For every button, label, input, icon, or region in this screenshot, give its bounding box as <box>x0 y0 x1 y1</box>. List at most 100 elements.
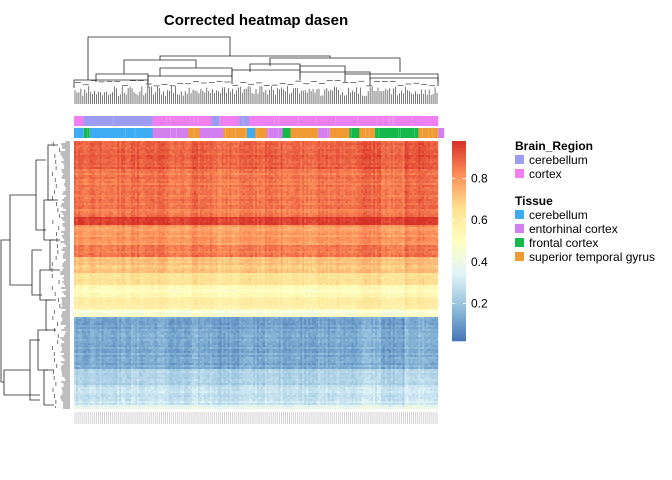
heatmap-cell <box>294 181 301 184</box>
heatmap-cell <box>408 193 411 196</box>
heatmap-cell <box>361 155 364 158</box>
heatmap-cell <box>201 157 205 160</box>
heatmap-cell <box>253 159 256 162</box>
heatmap-cell <box>380 163 388 166</box>
heatmap-cell <box>375 199 380 202</box>
heatmap-cell <box>227 187 230 190</box>
heatmap-cell <box>266 159 270 162</box>
heatmap-cell <box>79 189 83 192</box>
heatmap-cell <box>121 181 124 184</box>
heatmap-cell <box>229 157 232 160</box>
heatmap-cell <box>408 199 413 202</box>
heatmap-cell <box>101 187 104 190</box>
heatmap-cell <box>199 163 203 166</box>
heatmap-cell <box>152 171 155 174</box>
heatmap-cell <box>325 151 329 154</box>
heatmap-cell <box>83 147 87 150</box>
heatmap-cell <box>363 181 368 184</box>
heatmap-cell <box>142 169 151 172</box>
heatmap-cell <box>115 187 118 190</box>
heatmap-cell <box>353 165 358 168</box>
heatmap-cell <box>253 199 256 202</box>
heatmap-cell <box>99 207 102 210</box>
heatmap-cell <box>195 149 199 152</box>
heatmap-cell <box>253 151 256 154</box>
heatmap-cell <box>241 159 244 162</box>
heatmap-cell <box>231 201 234 204</box>
heatmap-cell <box>154 171 157 174</box>
heatmap-cell <box>138 157 142 160</box>
heatmap-cell <box>213 165 216 168</box>
heatmap-cell <box>280 141 283 144</box>
heatmap-cell <box>347 181 350 184</box>
heatmap-cell <box>251 201 254 204</box>
heatmap-cell <box>390 175 393 178</box>
heatmap-cell <box>317 179 321 182</box>
heatmap-cell <box>113 149 118 152</box>
heatmap-cell <box>329 201 336 204</box>
heatmap-cell <box>339 185 342 188</box>
heatmap-cell <box>184 199 187 202</box>
heatmap-cell <box>170 195 173 198</box>
heatmap-cell <box>329 207 332 210</box>
heatmap-cell <box>75 191 79 194</box>
heatmap-cell <box>121 209 128 212</box>
heatmap-cell <box>164 201 167 204</box>
heatmap-cell <box>416 209 421 212</box>
heatmap-cell <box>133 159 136 162</box>
heatmap-cell <box>213 145 218 148</box>
heatmap-cell <box>131 159 134 162</box>
heatmap-cell <box>74 203 77 206</box>
heatmap-cell <box>186 171 189 174</box>
heatmap-cell <box>99 141 102 144</box>
heatmap-cell <box>408 147 411 150</box>
heatmap-cell <box>75 141 79 144</box>
heatmap-cell <box>251 183 254 186</box>
heatmap-cell <box>247 187 254 190</box>
heatmap-cell <box>113 207 116 210</box>
heatmap-cell <box>327 173 331 176</box>
heatmap-cell <box>422 165 425 168</box>
heatmap-cell <box>77 169 81 172</box>
heatmap-cell <box>367 181 370 184</box>
heatmap-cell <box>380 161 390 164</box>
heatmap-cell <box>81 199 90 202</box>
heatmap-cell <box>308 141 319 144</box>
heatmap-cell <box>140 193 144 196</box>
heatmap-cell <box>192 201 195 204</box>
heatmap-cell <box>339 179 342 182</box>
heatmap-cell <box>308 153 311 156</box>
heatmap-cell <box>390 143 393 146</box>
heatmap-cell <box>178 157 181 160</box>
heatmap-cell <box>168 141 171 144</box>
heatmap-cell <box>180 153 185 156</box>
heatmap-cell <box>190 163 193 166</box>
heatmap-cell <box>394 155 397 158</box>
heatmap-cell <box>150 173 153 176</box>
heatmap-cell <box>172 209 175 212</box>
heatmap-cell <box>83 211 87 214</box>
heatmap-cell <box>302 189 305 192</box>
heatmap-cell <box>215 143 224 146</box>
heatmap-cell <box>333 189 336 192</box>
heatmap-cell <box>304 175 307 178</box>
heatmap-cell <box>394 185 399 188</box>
heatmap-cell <box>371 207 374 210</box>
heatmap-cell <box>101 207 104 210</box>
heatmap-cell <box>107 145 112 148</box>
heatmap-cell <box>170 177 179 180</box>
heatmap-cell <box>355 169 358 172</box>
heatmap-cell <box>134 211 138 214</box>
heatmap-cell <box>146 195 150 198</box>
heatmap-cell <box>178 173 181 176</box>
heatmap-cell <box>314 191 317 194</box>
heatmap-cell <box>390 203 393 206</box>
heatmap-cell <box>365 199 368 202</box>
heatmap-cell <box>156 173 159 176</box>
heatmap-cell <box>211 149 214 152</box>
heatmap-cell <box>142 175 151 178</box>
heatmap-cell <box>331 185 338 188</box>
heatmap-cell <box>93 149 98 152</box>
heatmap-cell <box>410 201 417 204</box>
heatmap-cell <box>85 203 89 206</box>
